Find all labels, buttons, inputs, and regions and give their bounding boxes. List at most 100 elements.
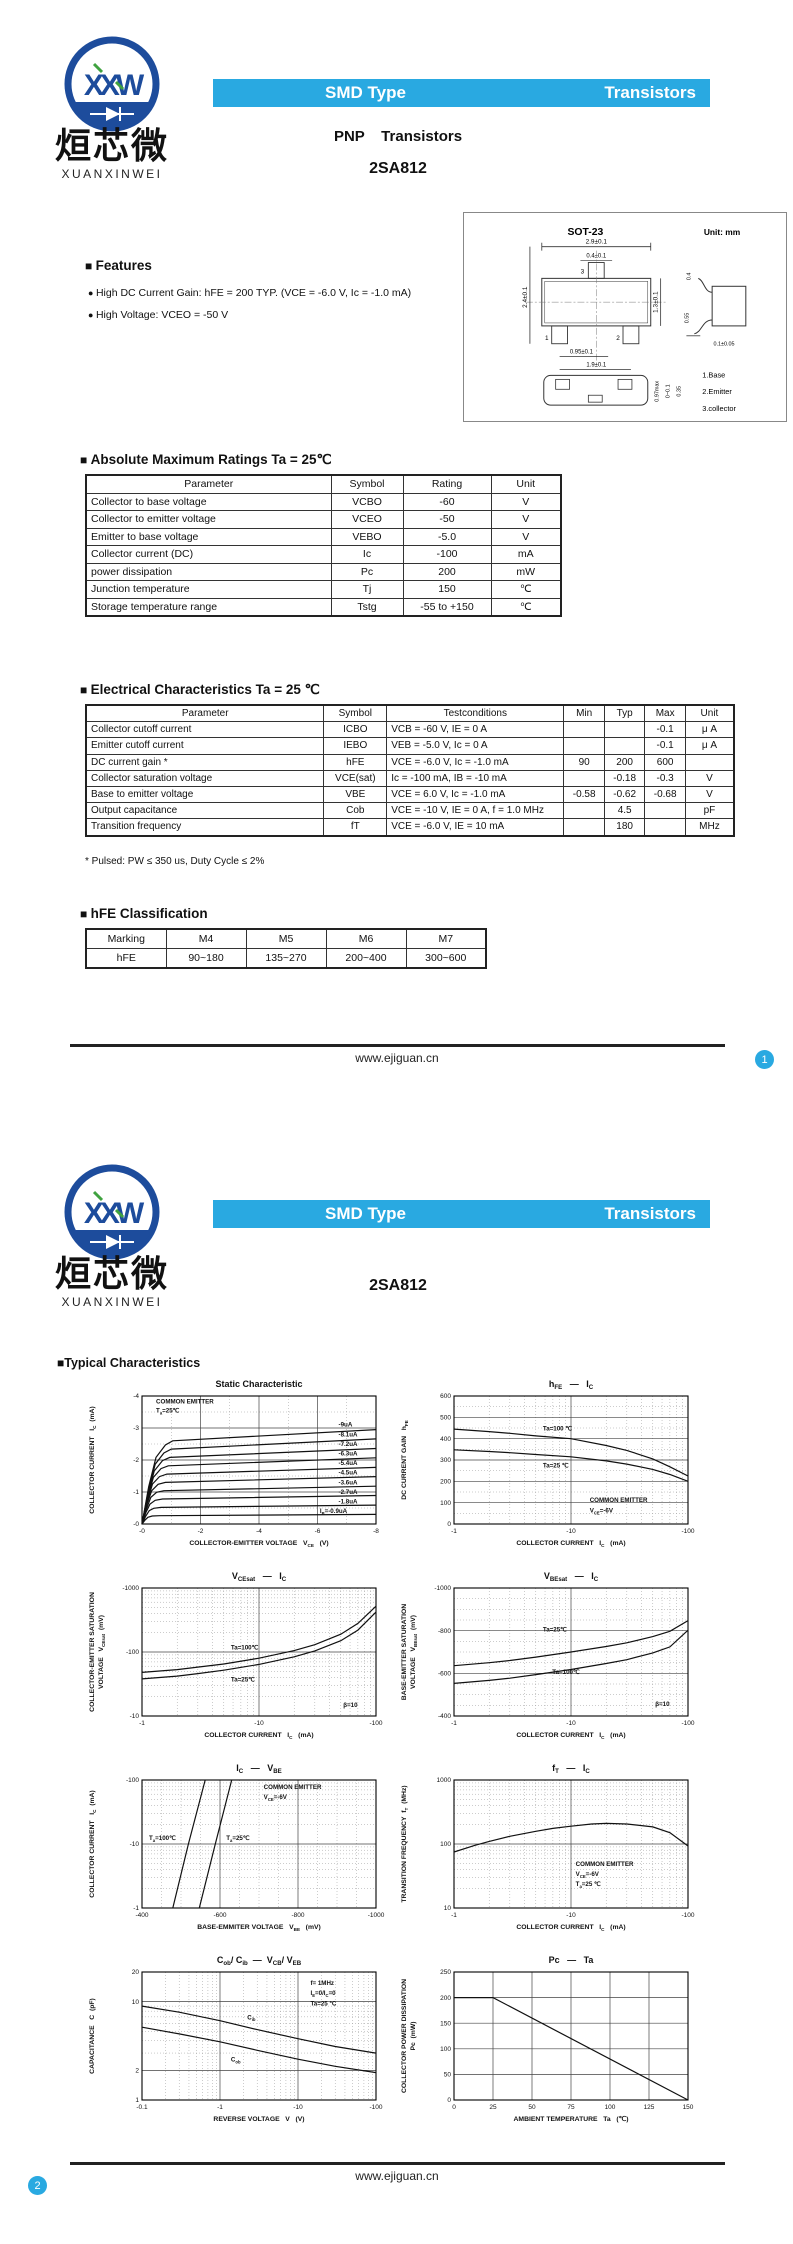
cell-testconditions: VCE = -6.0 V, IE = 10 mA [386,818,565,836]
footer-url[interactable]: www.ejiguan.cn [355,1051,439,1065]
table-row: Collector to emitter voltage VCEO -50 V [85,510,562,529]
svg-text:-800: -800 [438,1628,451,1635]
svg-text:-10: -10 [130,1841,140,1848]
svg-text:COLLECTOR CURRENT IC (mA): COLLECTOR CURRENT IC (mA) [516,1732,625,1740]
cell-symbol: fT [323,818,388,836]
features-list: High DC Current Gain: hFE = 200 TYP. (VC… [88,282,411,326]
column-header: Testconditions [386,704,565,723]
svg-text:fT — IC: fT — IC [552,1763,590,1775]
dim-label: 2.9±0.1 [586,239,608,246]
svg-text:DC CURRENT GAIN hFE: DC CURRENT GAIN hFE [401,1420,409,1500]
column-header: M6 [325,928,407,949]
svg-text:25: 25 [489,2104,497,2111]
cell-parameter: Transition frequency [85,818,325,836]
logo-green-tick [92,1190,104,1202]
package-outline-box: SOT-23 Unit: mm 2.9±0.1 0.4±0.1 3 1 2 [463,212,787,422]
svg-text:-4.5uA: -4.5uA [339,1470,358,1477]
svg-text:-2: -2 [133,1457,139,1464]
diode-icon [106,107,120,121]
svg-text:VOLTAGE VBEsat (mV): VOLTAGE VBEsat (mV) [410,1615,418,1689]
svg-text:200: 200 [440,1479,451,1486]
cell-range-m6: 200~400 [325,948,407,969]
chart-ft-vs-ic: -1 -10 -100 10 100 1000 COMMON EMITTER VCE=-6V T… [401,1763,695,1932]
svg-text:-100: -100 [681,1528,694,1535]
cell-testconditions: Ic = -100 mA, IB = -10 mA [386,769,565,787]
svg-text:CAPACITANCE C (pF): CAPACITANCE C (pF) [89,1998,96,2074]
cell-unit: V [490,527,562,546]
logo-xxw-text: XXW [84,69,145,102]
cell-rating: 150 [402,580,492,599]
svg-text:hFE — IC: hFE — IC [549,1379,594,1391]
svg-text:BASE-EMITTER SATURATION: BASE-EMITTER SATURATION [401,1604,408,1701]
column-header: Unit [490,474,562,494]
svg-text:-100: -100 [126,1777,139,1784]
electrical-characteristics-table: Parameter Symbol Testconditions Min Typ Max Un… [85,704,735,837]
svg-text:20: 20 [132,1969,140,1976]
svg-text:-10: -10 [254,1720,264,1727]
dim-label: 0.4±0.1 [586,254,606,260]
header-banner: SMD Type Transistors [213,79,710,107]
cell-unit: V [684,785,735,804]
column-header: Max [644,704,686,723]
package-drawing: SOT-23 Unit: mm 2.9±0.1 0.4±0.1 3 1 2 [522,227,747,413]
svg-text:150: 150 [440,2020,451,2027]
pin-number: 1 [545,335,549,342]
column-header: Symbol [330,474,404,494]
svg-text:-7.2uA: -7.2uA [339,1441,358,1448]
svg-text:-1000: -1000 [368,1912,385,1919]
cell-parameter: Collector saturation voltage [85,769,325,787]
pin-legend-collector: 3.collector [702,404,736,413]
cell-max: 600 [644,753,686,771]
svg-text:AMBIENT TEMPERATURE Ta (℃): AMBIENT TEMPERATURE Ta (℃) [514,2115,629,2123]
svg-text:-10: -10 [293,2104,303,2111]
svg-text:1: 1 [135,2097,139,2104]
chart-hfe-vs-ic: -1 -10 -100 0 100 200 300 400 500 600 Ta=100 ℃ Ta=2… [401,1379,695,1548]
cell-parameter: Collector to emitter voltage [85,510,332,529]
amr-heading: Absolute Maximum Ratings Ta = 25℃ [80,452,332,468]
svg-text:-10: -10 [566,1912,576,1919]
cell-symbol: VCE(sat) [323,769,388,787]
svg-text:600: 600 [440,1393,451,1400]
svg-text:COLLECTOR-EMITTER SATURATION: COLLECTOR-EMITTER SATURATION [89,1592,96,1712]
cell-rating: 200 [402,562,492,581]
svg-text:-10: -10 [566,1528,576,1535]
cell-min: 90 [563,753,605,771]
cell-min: -0.58 [563,785,605,804]
svg-text:10: 10 [132,1999,140,2006]
svg-text:100: 100 [440,1500,451,1507]
svg-text:10: 10 [444,1905,452,1912]
cell-rating: -60 [402,492,492,511]
cell-symbol: Pc [330,562,404,581]
cell-max: -0.1 [644,721,686,739]
footer-rule [70,2162,725,2165]
footer-url[interactable]: www.ejiguan.cn [355,2169,439,2183]
svg-text:Static Characteristic: Static Characteristic [215,1379,302,1389]
table-row: Emitter cutoff current IEBO VEB = -5.0 V… [85,737,735,755]
ec-heading: Electrical Characteristics Ta = 25 ℃ [80,682,320,698]
column-header: M4 [165,928,247,949]
cell-symbol: VCBO [330,492,404,511]
svg-text:150: 150 [683,2104,694,2111]
cell-rating: -55 to +150 [402,597,492,617]
svg-text:-6.3uA: -6.3uA [339,1451,358,1458]
column-header: Rating [402,474,492,494]
hfe-classification-table: Marking M4 M5 M6 M7 hFE 90~180 135~270 200~4… [85,928,487,969]
pin-number: 3 [581,268,585,275]
cell-symbol: Ic [330,545,404,564]
svg-text:Ta=25 ℃: Ta=25 ℃ [543,1463,569,1470]
svg-text:-3.6uA: -3.6uA [339,1479,358,1486]
company-logo: XXW 烜芯微 XUANXINWEI [55,1164,169,1309]
cell-unit: ℃ [490,580,562,599]
cell-max [644,818,686,836]
absolute-maximum-ratings-table: Parameter Symbol Rating Unit Collector to b… [85,474,562,617]
svg-text:COMMON EMITTER: COMMON EMITTER [264,1784,322,1791]
svg-text:125: 125 [644,2104,655,2111]
cell-unit: V [490,510,562,529]
package-name: SOT-23 [568,227,604,238]
svg-text:1000: 1000 [437,1777,452,1784]
cell-marking: hFE [85,948,167,969]
brand-cn: 烜芯微 [55,1253,169,1294]
table-row: Collector current (DC) Ic -100 mA [85,545,562,564]
cell-unit: mA [490,545,562,564]
cell-range-m5: 135~270 [245,948,327,969]
